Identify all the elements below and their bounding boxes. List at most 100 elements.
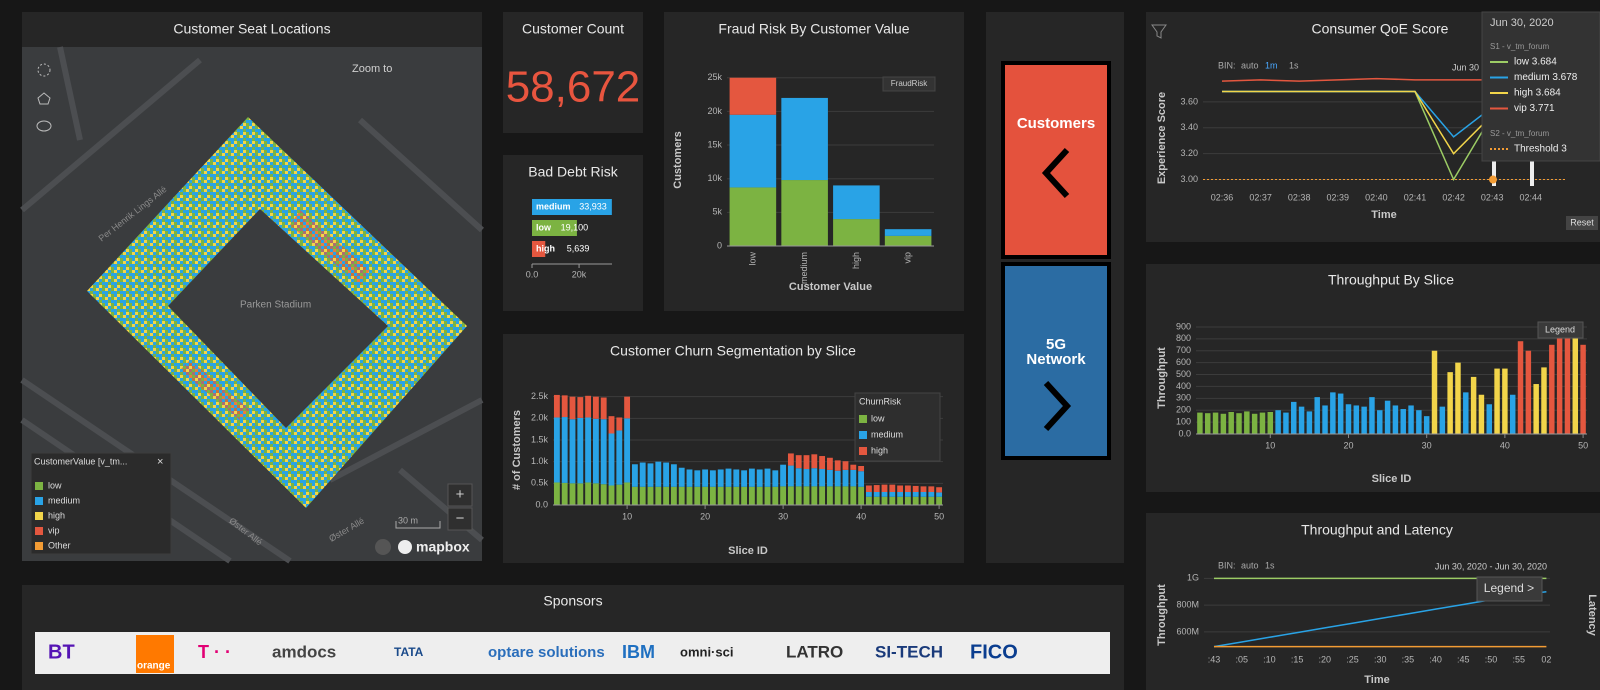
network-button[interactable]: [1001, 262, 1111, 460]
bar-segment: [553, 394, 560, 418]
y-tick-label: 600: [1176, 357, 1191, 367]
bar-segment: [826, 486, 833, 505]
bar-segment: [729, 114, 777, 188]
filter-icon[interactable]: [1151, 24, 1167, 39]
bar: [1220, 413, 1227, 434]
tooltip-row: Threshold 3: [1514, 144, 1567, 155]
bar-segment: [889, 492, 896, 497]
polygon-tool[interactable]: [37, 92, 51, 105]
bar: [1408, 405, 1414, 434]
y-axis-label: Customers: [672, 131, 684, 188]
bar-segment: [733, 469, 740, 487]
bin-label: BIN:: [1218, 60, 1236, 70]
bin-option[interactable]: auto: [1241, 560, 1259, 570]
bar-segment: [631, 486, 638, 505]
bar-segment: [912, 496, 919, 505]
y-tick-label: 500: [1176, 369, 1191, 379]
bar: [532, 199, 612, 215]
bar-segment: [928, 492, 935, 497]
x-tick-label: 02:38: [1288, 192, 1311, 202]
bar: [1392, 405, 1399, 434]
bar: [1478, 394, 1485, 434]
bar-segment: [811, 486, 818, 505]
back-chevron: [1041, 147, 1070, 199]
bar-segment: [912, 485, 919, 492]
value-label: 5,639: [567, 243, 590, 253]
bar: [1463, 392, 1469, 434]
bar-segment: [624, 418, 631, 483]
bar-segment: [569, 419, 576, 484]
legend-swatch: [859, 415, 867, 423]
date-label: Jun 30: [1452, 62, 1479, 72]
x-tick-label: medium: [799, 252, 809, 284]
bar-segment: [655, 461, 662, 487]
x-tick-label: 50: [1578, 440, 1588, 450]
y-tick-label: 3.20: [1180, 148, 1198, 158]
x-tick-label: :50: [1485, 654, 1498, 664]
bar: [1533, 384, 1539, 434]
bar-segment: [781, 97, 828, 181]
bar-segment: [881, 484, 888, 492]
bar-segment: [803, 486, 810, 505]
bar-segment: [647, 486, 654, 505]
legend-button[interactable]: [1476, 576, 1543, 602]
legend-close[interactable]: ×: [157, 456, 163, 468]
bar-segment: [639, 462, 646, 487]
bin-option[interactable]: 1s: [1289, 60, 1299, 70]
bar-segment: [585, 395, 592, 418]
map: Parken Stadium Per Henrik Lings Allé Øst…: [20, 46, 485, 564]
x-tick-label: 40: [1500, 440, 1510, 450]
y2-axis-label: Latency: [1586, 594, 1598, 636]
zoom-in[interactable]: [447, 483, 473, 507]
legend-label: high: [871, 445, 888, 455]
bar-segment: [624, 396, 631, 419]
bar-segment: [748, 486, 755, 505]
bar: [1377, 410, 1383, 434]
legend-button[interactable]: [1537, 321, 1584, 339]
bar-segment: [936, 487, 943, 493]
bar-segment: [920, 496, 927, 505]
bar-segment: [904, 496, 911, 505]
lasso-tool[interactable]: [37, 63, 51, 77]
bar: [532, 220, 577, 236]
freehand-tool[interactable]: [36, 120, 52, 132]
bar-segment: [865, 485, 872, 492]
y-tick-label: 20k: [707, 106, 722, 116]
x-tick-label: 10: [1265, 440, 1275, 450]
bar-segment: [729, 187, 777, 246]
bar-segment: [865, 492, 872, 497]
bar-segment: [897, 492, 904, 497]
bin-option[interactable]: 1m: [1265, 60, 1278, 70]
bar-segment: [561, 395, 568, 418]
bar-segment: [624, 482, 631, 505]
bin-option[interactable]: 1s: [1265, 560, 1275, 570]
zoom-out[interactable]: [447, 507, 473, 531]
mapbox-brand: mapbox: [416, 539, 470, 555]
bin-option[interactable]: auto: [1241, 60, 1259, 70]
x-axis-label: Time: [1371, 209, 1396, 221]
info-button[interactable]: [375, 539, 391, 555]
x-tick-label: 02: [1541, 654, 1551, 664]
legend-swatch: [35, 482, 43, 490]
bar-segment: [850, 464, 857, 470]
bar-segment: [795, 468, 802, 487]
zoom-to[interactable]: Zoom to: [352, 63, 392, 75]
bar-segment: [670, 486, 677, 505]
reset-button[interactable]: [1566, 216, 1598, 230]
x-tick-label: :20: [1319, 654, 1332, 664]
bar-segment: [842, 486, 849, 505]
x-tick-label: 02:43: [1481, 192, 1504, 202]
x-tick-label: 02:41: [1404, 192, 1427, 202]
y-tick-label: 3.40: [1180, 122, 1198, 132]
y-tick-label: 0.0: [1178, 428, 1191, 438]
selection-handle: [1530, 160, 1534, 186]
sponsor-logo: IBM: [622, 642, 655, 662]
x-tick-label: 50: [934, 511, 944, 521]
bar: [1572, 336, 1579, 434]
bar-segment: [803, 455, 810, 470]
bar-segment: [616, 430, 623, 485]
legend-label: high: [48, 510, 65, 520]
bar-segment: [850, 469, 857, 487]
tooltip-group: S1 - v_tm_forum: [1490, 42, 1549, 51]
bar-segment: [608, 485, 615, 505]
